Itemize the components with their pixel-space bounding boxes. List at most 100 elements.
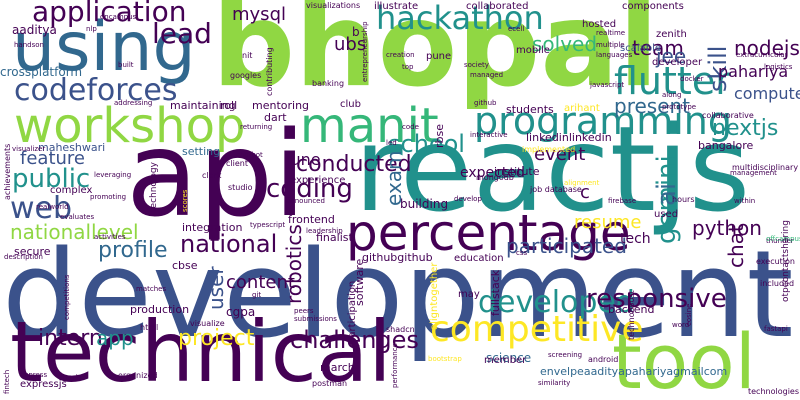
- word-organized: organized: [118, 371, 158, 380]
- word-similarity: similarity: [538, 379, 571, 387]
- word-dart: dart: [264, 111, 287, 124]
- word-alignment: alignment: [564, 179, 600, 187]
- word-collaborated: collaborated: [466, 1, 529, 12]
- word-production: production: [130, 303, 190, 316]
- word-user: user: [204, 266, 228, 310]
- word-evaluates: evaluates: [60, 213, 95, 221]
- word-implemented: implemented: [522, 145, 576, 154]
- word-python: python: [692, 216, 762, 240]
- word-managed: managed: [470, 71, 504, 79]
- word-cbse: cbse: [172, 259, 198, 272]
- word-expressjs: expressjs: [20, 379, 67, 390]
- word-mongodb: mongodb: [476, 173, 514, 182]
- word-git: git: [252, 291, 262, 299]
- word-integration: integration: [182, 221, 243, 234]
- word-science: science: [486, 351, 532, 365]
- word-announced: announced: [286, 197, 325, 205]
- word-hosted: hosted: [582, 19, 617, 30]
- word-leveraging: leveraging: [94, 171, 132, 179]
- word-march: march: [320, 361, 355, 374]
- word-oncampus: oncampus: [100, 13, 137, 21]
- word-technoboost: technoboost: [627, 290, 636, 340]
- word-realtime: realtime: [596, 29, 626, 37]
- word-job-database: job database: [530, 185, 582, 194]
- word-feature: feature: [20, 148, 85, 169]
- word-scores: scores: [181, 189, 189, 212]
- word-typescript: typescript: [250, 221, 286, 229]
- word-word: word: [672, 321, 690, 329]
- word-technologies: technologies: [748, 387, 799, 396]
- word-web: web: [10, 191, 73, 226]
- word-client: client: [226, 159, 248, 168]
- word-nit: nit: [242, 51, 253, 60]
- word-arihant: arihant: [564, 103, 600, 114]
- word-leadership: leadership: [306, 227, 343, 235]
- word-bangalore: bangalore: [698, 139, 754, 152]
- word-mobile: mobile: [516, 45, 550, 56]
- word-shadcn: shadcn: [386, 325, 415, 334]
- word-collaborative: collaborative: [702, 111, 754, 120]
- word-submissions: submissions: [294, 315, 337, 323]
- word-contributing: contributing: [265, 47, 274, 96]
- word-nextjs: nextjs: [712, 116, 779, 141]
- word-finalist: finalist: [316, 231, 353, 244]
- word-complex: complex: [50, 185, 93, 196]
- word-matches: matches: [136, 285, 167, 293]
- word-crossplatform: crossplatform: [0, 65, 83, 79]
- word-management: management: [730, 169, 777, 177]
- word-bhopal: bhopal: [212, 0, 659, 113]
- word-scalable: scalable: [620, 43, 662, 54]
- word-mysql: mysql: [232, 4, 286, 25]
- word-firebase: firebase: [608, 197, 637, 205]
- word-tech: tech: [620, 231, 651, 247]
- word-cgpa: cgpa: [226, 305, 256, 319]
- word-execution: execution: [756, 257, 795, 266]
- word-participation: participation: [347, 280, 358, 344]
- word-competitive: competitive: [430, 309, 644, 350]
- word-event: event: [534, 144, 586, 165]
- word-code: code: [402, 123, 419, 131]
- word-languages: languages: [596, 51, 633, 59]
- word-javascript: javascript: [590, 81, 625, 89]
- word-postman: postman: [312, 379, 348, 388]
- word-banking: banking: [312, 79, 345, 88]
- word-competitions: competitions: [63, 274, 71, 320]
- word-students: students: [506, 103, 554, 116]
- word-along: along: [662, 91, 682, 99]
- word-visualizations: visualizations: [306, 1, 361, 10]
- word-github: github: [474, 99, 497, 107]
- word-pune: pune: [426, 51, 452, 62]
- word-within: within: [734, 197, 756, 205]
- word-thunder: thunder: [766, 237, 794, 245]
- word-realworld: realworld: [36, 203, 69, 211]
- word-visualize: visualize: [190, 319, 225, 328]
- word-reactjs: reactjs: [354, 100, 751, 238]
- word-logistics: logistics: [764, 63, 793, 71]
- word-ecell: ecell: [508, 25, 525, 33]
- word-b: b: [352, 25, 360, 39]
- word-codeforces: codeforces: [14, 73, 178, 108]
- word-society: society: [464, 61, 489, 69]
- word-maintaining: maintaining: [170, 99, 236, 112]
- word-club: club: [340, 99, 361, 110]
- word-visualizer: visualizer: [12, 145, 46, 153]
- word-nodejs: nodejs: [734, 36, 800, 60]
- word-clerk: clerk: [202, 171, 222, 180]
- word-school: school: [388, 130, 465, 158]
- word-tool: tool: [612, 317, 756, 400]
- word-fintech: fintech: [3, 369, 11, 394]
- word-workshop: workshop: [14, 98, 246, 154]
- word-screening: screening: [548, 351, 583, 359]
- word-secure: secure: [14, 245, 51, 258]
- word-conducted: conducted: [296, 152, 412, 177]
- word-national: national: [180, 230, 278, 258]
- word-activities: activities: [94, 233, 126, 241]
- word-profile: profile: [98, 238, 168, 263]
- word-description: description: [4, 253, 43, 261]
- word-building: building: [400, 197, 449, 211]
- word-envelpeaadityapahariyagmailcom: envelpeaadityapahariyagmailcom: [540, 365, 728, 378]
- word-api: api: [126, 105, 306, 243]
- word-develop: develop: [454, 195, 482, 203]
- word-june: june: [286, 150, 321, 169]
- word-nlp: nlp: [86, 25, 97, 33]
